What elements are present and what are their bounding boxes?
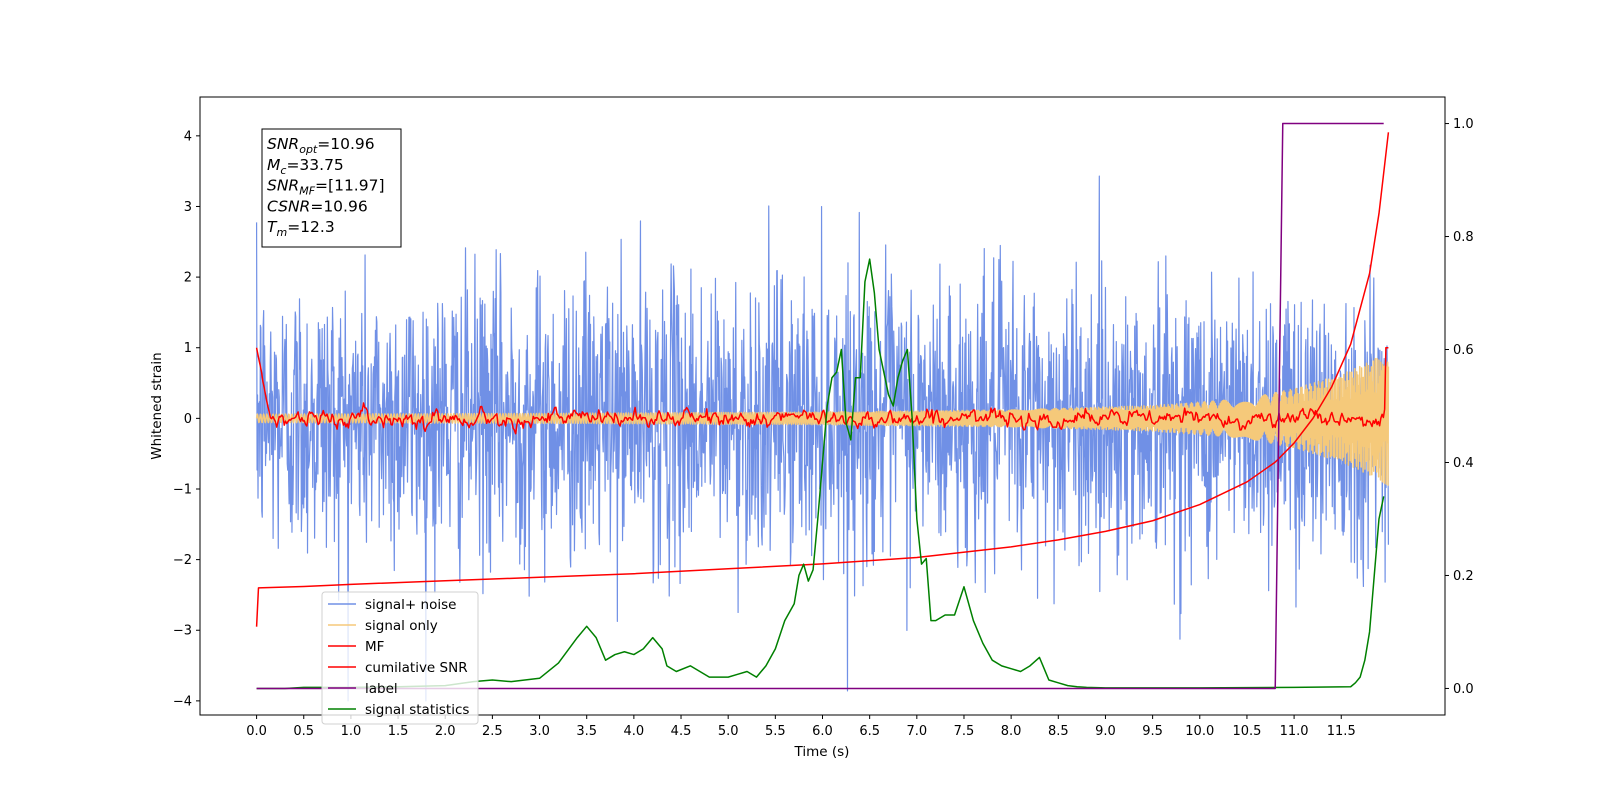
series-signal-noise-line xyxy=(255,175,1390,702)
y-right-tick-label: 1.0 xyxy=(1453,117,1474,132)
y-left-tick-label: 4 xyxy=(184,129,192,144)
x-tick-label: 4.0 xyxy=(624,724,645,739)
legend: signal+ noise signal only MF cumilative SNR… xyxy=(321,591,479,725)
series-signal-statistics-line xyxy=(256,258,1385,690)
y-left-tick-label: −4 xyxy=(173,694,192,709)
x-tick-label: 11.5 xyxy=(1327,724,1356,739)
x-tick-label: 8.0 xyxy=(1001,724,1022,739)
x-tick-label: 11.0 xyxy=(1280,724,1309,739)
y-left-tick-label: 3 xyxy=(184,200,192,215)
x-axis-label: Time (s) xyxy=(794,744,850,760)
y-right-tick-label: 0.8 xyxy=(1453,230,1474,245)
y-axis-label: Whitened strain xyxy=(149,352,165,459)
plot-area xyxy=(255,122,1390,702)
x-tick-label: 1.0 xyxy=(341,724,362,739)
y-left-tick-label: −3 xyxy=(173,624,192,639)
x-tick-label: 7.0 xyxy=(906,724,927,739)
legend-label: signal only xyxy=(365,618,438,634)
y-right-tick-label: 0.0 xyxy=(1453,682,1474,697)
x-tick-label: 3.0 xyxy=(529,724,550,739)
annotation-box: SNRopt=10.96Mc=33.75SNRMF=[11.97]CSNR=10… xyxy=(261,128,402,248)
series-cumilative-snr-line xyxy=(255,132,1390,627)
x-tick-label: 0.5 xyxy=(293,724,314,739)
axes: 0.0 0.5 1.0 1.5 2.0 2.5 3.0 3.5 4.0 4.5 5.0 5.5 6.0 6… xyxy=(173,117,1474,739)
legend-box xyxy=(321,591,479,725)
x-tick-label: 6.5 xyxy=(859,724,880,739)
annotation-frame xyxy=(261,128,402,248)
annotation-line: Mc=33.75 xyxy=(267,156,344,177)
series-mf-line xyxy=(255,346,1389,435)
series-signal-only-line xyxy=(255,357,1390,486)
annotation-line: Tm=12.3 xyxy=(267,218,335,239)
x-tick-label: 6.0 xyxy=(812,724,833,739)
y-left-tick-label: −2 xyxy=(173,553,192,568)
annotation-line: SNRopt=10.96 xyxy=(267,135,375,156)
x-tick-label: 10.5 xyxy=(1232,724,1261,739)
legend-label: label xyxy=(365,681,398,697)
legend-label: MF xyxy=(365,639,384,655)
x-tick-label: 10.0 xyxy=(1185,724,1214,739)
y-left-tick-label: 2 xyxy=(184,271,192,286)
x-tick-label: 9.0 xyxy=(1095,724,1116,739)
annotation-line: CSNR=10.96 xyxy=(267,197,368,215)
x-tick-label: 3.5 xyxy=(576,724,597,739)
legend-label: signal+ noise xyxy=(365,597,456,613)
y-left-tick-label: −1 xyxy=(173,482,192,497)
legend-label: cumilative SNR xyxy=(365,660,468,676)
x-tick-label: 4.5 xyxy=(671,724,692,739)
series-label-line xyxy=(256,122,1384,690)
x-tick-label: 5.5 xyxy=(765,724,786,739)
x-tick-label: 9.5 xyxy=(1142,724,1163,739)
x-tick-label: 5.0 xyxy=(718,724,739,739)
x-tick-label: 2.5 xyxy=(482,724,503,739)
annotation-line: SNRMF=[11.97] xyxy=(267,177,385,198)
legend-label: signal statistics xyxy=(365,702,469,718)
y-right-tick-label: 0.2 xyxy=(1453,569,1474,584)
x-tick-label: 8.5 xyxy=(1048,724,1069,739)
x-tick-label: 0.0 xyxy=(246,724,267,739)
y-left-tick-label: 1 xyxy=(184,341,192,356)
x-tick-label: 7.5 xyxy=(954,724,975,739)
y-right-tick-label: 0.4 xyxy=(1453,456,1474,471)
y-left-tick-label: 0 xyxy=(184,412,192,427)
x-tick-label: 2.0 xyxy=(435,724,456,739)
x-tick-label: 1.5 xyxy=(388,724,409,739)
y-right-tick-label: 0.6 xyxy=(1453,343,1474,358)
